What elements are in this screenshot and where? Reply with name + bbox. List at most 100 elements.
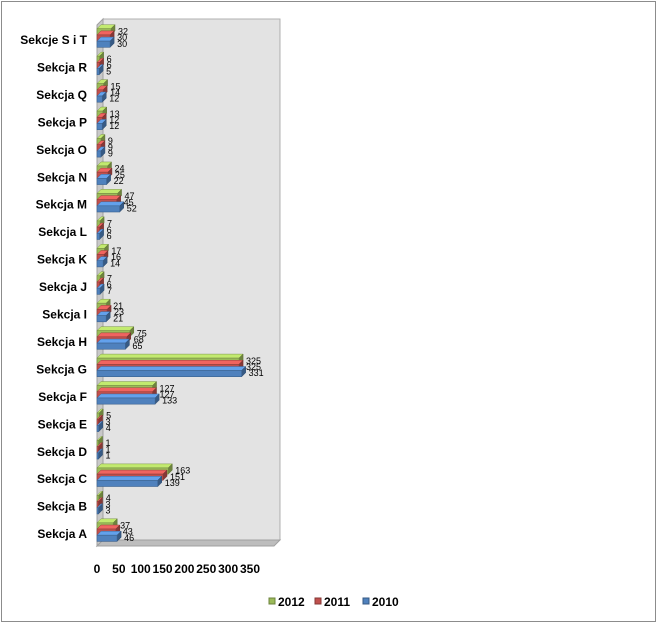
category-label: Sekcja J bbox=[39, 280, 87, 294]
category-label: Sekcja I bbox=[42, 308, 87, 322]
data-label-2012: 21 bbox=[113, 301, 123, 311]
category-label: Sekcja Q bbox=[36, 88, 87, 102]
category-label: Sekcja F bbox=[38, 390, 87, 404]
category-label: Sekcja H bbox=[37, 335, 87, 349]
data-label-2012: 127 bbox=[160, 383, 175, 393]
data-label-2012: 13 bbox=[110, 109, 120, 119]
data-label-2012: 17 bbox=[111, 246, 121, 256]
data-label-2010: 14 bbox=[110, 258, 120, 268]
data-label-2011: 3 bbox=[106, 417, 111, 427]
category-label: Sekcja L bbox=[38, 225, 87, 239]
bar-2010 bbox=[96, 420, 104, 433]
bar-2010 bbox=[96, 173, 112, 186]
data-label-2010: 7 bbox=[107, 286, 112, 296]
data-label-2012: 4 bbox=[106, 493, 111, 503]
data-label-2010: 46 bbox=[124, 533, 134, 543]
data-label-2011: 3 bbox=[106, 499, 111, 509]
bar-2010 bbox=[96, 201, 125, 213]
data-label-2011: 23 bbox=[114, 307, 124, 317]
bar-2011 bbox=[96, 414, 104, 427]
data-label-2010: 5 bbox=[106, 66, 111, 76]
data-label-2012: 24 bbox=[114, 164, 124, 174]
bars-group bbox=[96, 24, 247, 543]
data-label-2011: 68 bbox=[134, 335, 144, 345]
data-label-2010: 331 bbox=[249, 368, 264, 378]
x-tick-label: 300 bbox=[218, 562, 238, 576]
data-label-2010: 30 bbox=[117, 39, 127, 49]
x-tick-label: 200 bbox=[174, 562, 194, 576]
data-label-2012: 15 bbox=[111, 81, 121, 91]
category-label: Sekcja O bbox=[36, 143, 87, 157]
data-label-2012: 37 bbox=[120, 521, 130, 531]
data-label-2010: 133 bbox=[162, 396, 177, 406]
data-label-2010: 4 bbox=[106, 423, 111, 433]
data-labels: 3743464331631511391115341271271333253253… bbox=[106, 26, 264, 543]
legend-label: 2012 bbox=[278, 595, 305, 609]
legend-label: 2011 bbox=[324, 595, 350, 609]
data-label-2011: 1 bbox=[106, 444, 111, 454]
data-label-2011: 30 bbox=[117, 33, 127, 43]
legend-item-2011: 2011 bbox=[314, 595, 350, 609]
data-label-2011: 12 bbox=[109, 115, 119, 125]
legend-swatch bbox=[268, 597, 276, 605]
data-label-2010: 1 bbox=[106, 451, 111, 461]
data-label-2012: 47 bbox=[125, 191, 135, 201]
plot-back-wall bbox=[102, 18, 281, 541]
bar-2010 bbox=[96, 118, 107, 131]
bar-2012 bbox=[96, 435, 104, 448]
legend-swatch bbox=[362, 597, 370, 605]
category-label: Sekcja K bbox=[37, 253, 87, 267]
data-label-2011: 6 bbox=[107, 60, 112, 70]
bar-2010 bbox=[96, 475, 163, 488]
category-label: Sekcja M bbox=[36, 198, 87, 212]
data-label-2012: 6 bbox=[107, 54, 112, 64]
category-label: Sekcja N bbox=[37, 170, 87, 184]
bar-2010 bbox=[96, 91, 107, 103]
data-label-2010: 22 bbox=[114, 176, 124, 186]
data-label-2011: 25 bbox=[115, 170, 125, 180]
data-label-2011: 45 bbox=[124, 197, 134, 207]
legend-label: 2010 bbox=[372, 595, 399, 609]
bar-2010 bbox=[96, 283, 105, 295]
data-label-2012: 7 bbox=[107, 219, 112, 229]
x-tick-labels: 0 50 100 150 200 250 300 350 bbox=[94, 562, 261, 576]
data-label-2012: 5 bbox=[106, 411, 111, 421]
data-label-2011: 16 bbox=[111, 252, 121, 262]
data-label-2012: 325 bbox=[246, 356, 261, 366]
legend-swatch bbox=[314, 597, 322, 605]
data-label-2011: 6 bbox=[107, 225, 112, 235]
category-label: Sekcja E bbox=[38, 417, 87, 431]
data-label-2010: 21 bbox=[113, 313, 123, 323]
bar-2010 bbox=[96, 63, 104, 76]
x-tick-label: 150 bbox=[153, 562, 173, 576]
data-label-2012: 1 bbox=[106, 438, 111, 448]
category-label: Sekcje S i T bbox=[20, 33, 87, 47]
data-label-2012: 7 bbox=[107, 273, 112, 283]
data-label-2010: 12 bbox=[109, 94, 119, 104]
category-labels: Sekcja A Sekcja B Sekcja C Sekcja D Sekcja E… bbox=[20, 33, 87, 541]
category-label: Sekcja A bbox=[37, 527, 87, 541]
data-label-2011: 325 bbox=[246, 362, 261, 372]
x-tick-label: 0 bbox=[94, 562, 101, 576]
category-label: Sekcja R bbox=[37, 60, 87, 74]
legend-item-2012: 2012 bbox=[268, 595, 305, 609]
bar-2010 bbox=[96, 393, 160, 405]
bar-2010 bbox=[96, 228, 105, 241]
legend: 2012 2011 2010 bbox=[268, 595, 399, 609]
category-label: Sekcja B bbox=[37, 500, 87, 514]
bar-2010 bbox=[96, 256, 108, 268]
category-label: Sekcja G bbox=[36, 362, 87, 376]
data-label-2012: 75 bbox=[137, 328, 147, 338]
bar-2010 bbox=[96, 146, 106, 158]
data-label-2011: 14 bbox=[110, 88, 120, 98]
bar-2010 bbox=[96, 310, 111, 323]
data-label-2011: 9 bbox=[108, 142, 113, 152]
data-label-2012: 163 bbox=[175, 466, 190, 476]
data-label-2010: 9 bbox=[108, 149, 113, 159]
data-label-2012: 32 bbox=[118, 26, 128, 36]
x-tick-label: 250 bbox=[196, 562, 216, 576]
x-tick-label: 350 bbox=[240, 562, 260, 576]
x-tick-label: 100 bbox=[131, 562, 151, 576]
